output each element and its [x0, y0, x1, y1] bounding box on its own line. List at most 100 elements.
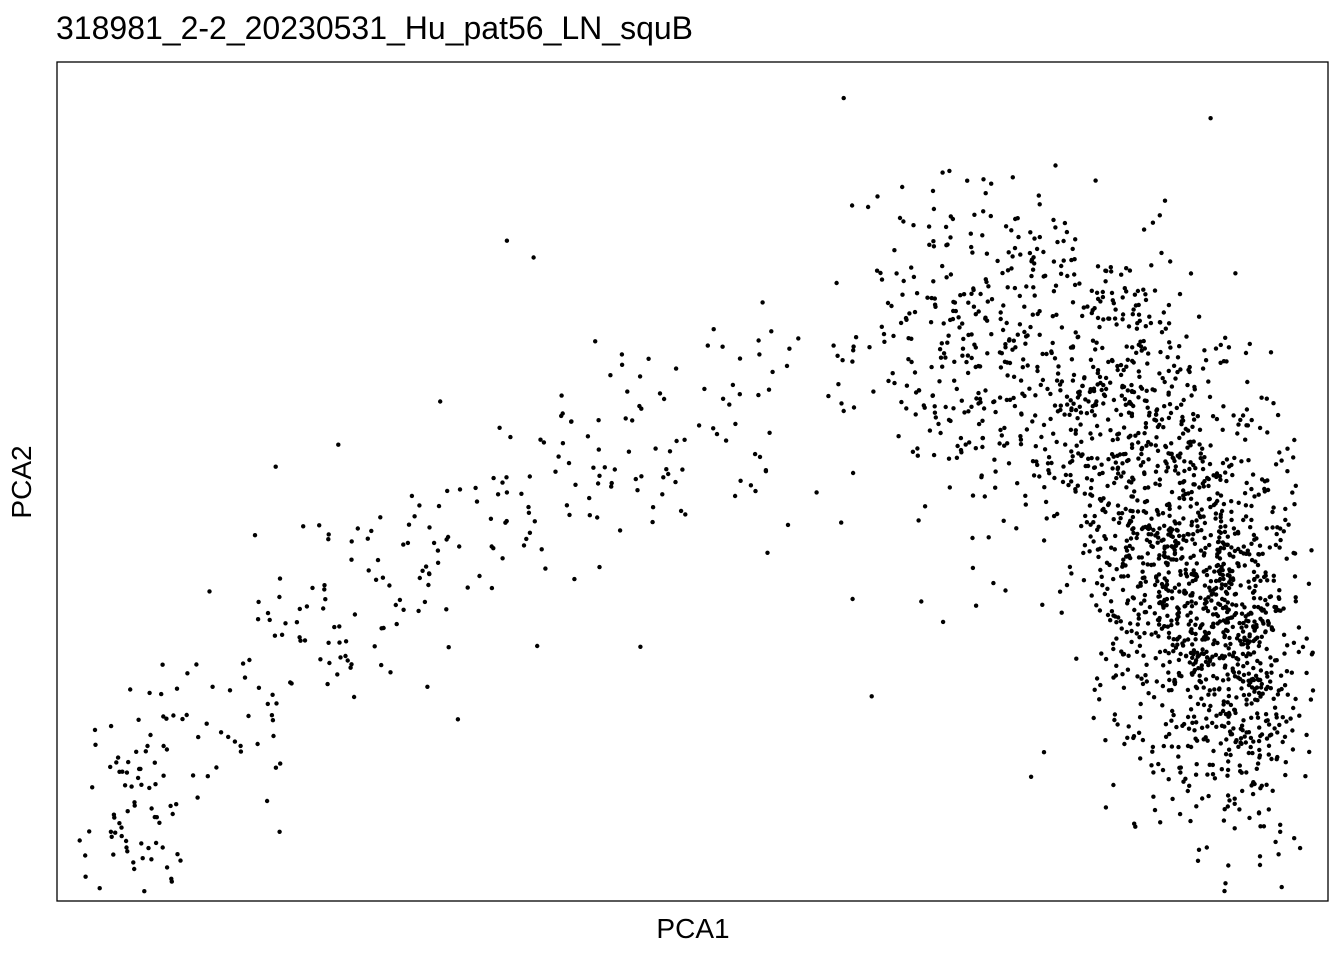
data-point [1134, 649, 1140, 654]
data-point [1212, 687, 1217, 692]
data-point [919, 599, 924, 604]
data-point [623, 416, 628, 421]
y-axis-label: PCA2 [6, 445, 37, 519]
data-point [569, 419, 574, 424]
data-point [1241, 664, 1246, 669]
data-point [1099, 462, 1104, 467]
data-point [1184, 561, 1189, 566]
data-point [1180, 555, 1185, 560]
data-point [1218, 524, 1223, 530]
data-point [1273, 462, 1279, 467]
data-point [1159, 626, 1165, 631]
data-point [900, 292, 905, 297]
data-point [1084, 411, 1090, 416]
data-point [1149, 516, 1154, 521]
data-point [892, 248, 897, 253]
data-point [1202, 583, 1208, 588]
data-point [1193, 772, 1199, 777]
data-point [1124, 289, 1129, 294]
data-point [1258, 685, 1264, 690]
data-point [916, 518, 921, 523]
data-point [1256, 677, 1261, 683]
data-point [1054, 312, 1059, 317]
data-point [119, 825, 124, 830]
data-point [1224, 591, 1230, 596]
data-point [1191, 568, 1196, 573]
data-point [1054, 378, 1060, 383]
data-point [1114, 475, 1119, 481]
data-point [1195, 650, 1200, 655]
data-point [1236, 500, 1241, 505]
data-point [1255, 761, 1261, 766]
data-point [1089, 455, 1094, 461]
data-point [1258, 616, 1263, 621]
data-point [277, 594, 282, 600]
data-point [1004, 320, 1009, 326]
data-point [1128, 621, 1133, 626]
data-point [352, 612, 358, 617]
data-point [1220, 708, 1226, 714]
data-point [748, 483, 754, 488]
data-point [1234, 656, 1239, 661]
data-point [1145, 621, 1151, 626]
data-point [1244, 697, 1249, 702]
data-point [273, 464, 278, 469]
data-point [1186, 726, 1192, 731]
data-point [1242, 635, 1247, 640]
data-point [1068, 427, 1074, 432]
data-point [1238, 583, 1243, 588]
data-point [1249, 503, 1254, 509]
data-point [1193, 631, 1198, 637]
data-point [527, 530, 533, 535]
data-point [991, 580, 996, 586]
data-point [1194, 804, 1199, 809]
data-point [1200, 366, 1206, 371]
data-point [1164, 586, 1169, 592]
data-point [83, 874, 88, 879]
data-point [438, 399, 443, 404]
data-point [1019, 411, 1024, 416]
data-point [185, 671, 190, 676]
data-point [1284, 669, 1290, 674]
data-point [543, 566, 548, 571]
data-point [1112, 480, 1117, 486]
data-point [1226, 585, 1232, 591]
data-point [1018, 378, 1024, 383]
data-point [1136, 730, 1142, 735]
data-point [1096, 524, 1101, 529]
data-point [660, 492, 665, 497]
data-point [77, 838, 82, 843]
data-point [1279, 884, 1284, 890]
data-point [1124, 364, 1129, 369]
data-point [161, 714, 166, 719]
data-point [1202, 551, 1207, 556]
data-point [1115, 363, 1120, 369]
data-point [1131, 307, 1136, 312]
data-point [1239, 459, 1244, 464]
data-point [1065, 273, 1070, 279]
data-point [1136, 612, 1141, 617]
data-point [1160, 767, 1166, 773]
data-point [966, 409, 971, 414]
data-point [831, 343, 836, 348]
data-point [508, 434, 513, 440]
data-point [1160, 703, 1165, 708]
data-point [1166, 555, 1171, 560]
data-point [553, 469, 558, 474]
data-point [1115, 471, 1121, 476]
data-point [1151, 695, 1157, 700]
data-point [1100, 583, 1105, 588]
data-point [1226, 345, 1232, 350]
data-point [999, 433, 1004, 438]
data-point [1229, 517, 1234, 523]
data-point [986, 535, 991, 540]
data-point [1246, 619, 1251, 624]
data-point [265, 701, 270, 707]
data-point [1243, 503, 1249, 508]
data-point [1252, 604, 1257, 609]
data-point [1244, 407, 1250, 412]
data-point [1143, 421, 1149, 426]
data-point [519, 491, 524, 496]
data-point [1137, 635, 1142, 640]
data-point [1011, 374, 1017, 379]
